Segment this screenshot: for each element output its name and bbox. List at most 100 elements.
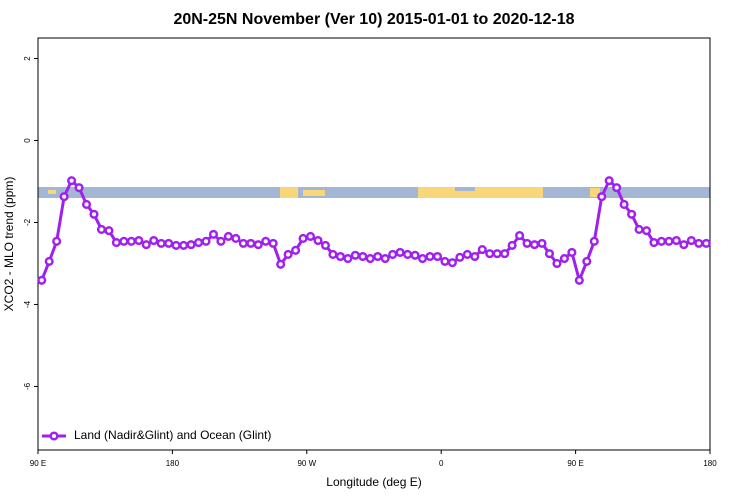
data-point [649,238,659,248]
data-point [671,235,681,246]
y-tick-label: 0 [23,138,32,143]
data-point [552,258,562,269]
data-point [365,254,375,264]
data-point [679,240,689,250]
data-point [216,236,226,246]
data-point [492,249,502,259]
data-point [141,240,151,250]
data-point [589,236,599,246]
data-point [485,249,495,259]
data-point [701,238,711,248]
data-point [641,226,652,236]
data-point [425,251,435,262]
data-point [104,226,114,236]
data-point [500,249,510,259]
data-point [388,249,398,260]
data-point [544,249,555,259]
y-axis-label: XCO2 - MLO trend (ppm) [2,177,16,312]
y-tick-label: -4 [23,300,32,308]
data-point [395,247,405,257]
data-point [559,254,569,264]
data-point [238,238,248,248]
data-point [156,238,166,248]
data-point [126,236,136,246]
data-point [604,176,614,186]
data-point [96,224,107,234]
data-point [193,238,204,248]
data-point [619,199,629,209]
data-point [447,258,457,268]
data-point [67,176,77,186]
data-point [403,249,413,260]
data-point [515,231,525,241]
data-point [343,254,353,264]
data-point [537,238,547,248]
data-point [59,192,69,202]
data-point [574,275,584,285]
data-point [664,236,674,246]
data-point [171,240,181,250]
data-point [119,236,129,246]
data-point [74,183,84,193]
data-point [582,256,592,266]
x-tick-label: 90 E [30,459,46,468]
data-point [335,251,345,262]
data-point [111,238,121,248]
data-point [164,238,174,248]
data-point [52,236,62,246]
data-point [261,236,271,246]
data-point [470,251,480,262]
data-point [201,236,211,246]
legend-marker [49,431,59,441]
data-point [208,229,219,239]
data-point [186,240,196,250]
x-tick-label: 180 [703,459,717,468]
data-point [350,250,360,260]
data-point [656,236,667,246]
data-point [462,249,472,260]
data-point [507,240,517,250]
data-point [44,256,54,266]
chart-title: 20N-25N November (Ver 10) 2015-01-01 to … [173,11,574,28]
data-point [81,199,92,209]
data-point [231,233,241,244]
y-tick-label: -6 [23,382,32,390]
data-point [134,235,144,246]
data-point [253,240,263,250]
data-point [410,250,420,260]
data-point [305,231,316,241]
data-point [149,235,159,246]
data-point [179,240,189,250]
x-tick-label: 90 W [297,459,316,468]
data-point [477,244,487,255]
data-point [529,240,540,250]
data-point [298,233,308,244]
data-point [522,238,532,248]
legend-label: Land (Nadir&Glint) and Ocean (Glint) [74,428,271,442]
data-point [268,238,278,248]
data-point [567,247,577,257]
data-point [313,235,323,246]
data-point [432,251,443,262]
data-point [246,238,256,248]
x-tick-label: 0 [439,459,444,468]
data-point [694,238,704,248]
data-point [686,235,696,246]
data-point [440,256,450,266]
data-point [597,192,607,202]
data-point [634,224,644,234]
data-point [627,209,637,219]
data-point [89,209,99,219]
data-point [612,183,622,193]
x-tick-label: 180 [166,459,180,468]
data-point [37,275,47,285]
data-point [328,249,338,260]
x-axis-label: Longitude (deg E) [326,475,421,489]
y-tick-label: 2 [23,56,32,61]
data-point [358,251,368,262]
y-tick-label: -2 [23,218,32,226]
data-point [283,249,293,260]
map-strip [38,187,710,198]
data-point [291,245,301,255]
